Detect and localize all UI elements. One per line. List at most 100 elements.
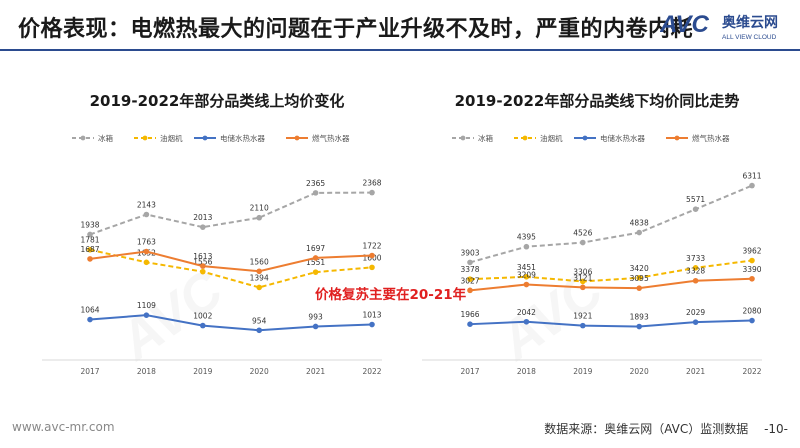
data-label: 4395: [517, 233, 536, 242]
data-point: [200, 263, 206, 269]
footer-source-text: 数据来源：奥维云网（AVC）监测数据: [544, 422, 749, 436]
data-label: 1893: [630, 313, 649, 322]
data-label: 3209: [517, 271, 536, 280]
legend-label: 冰箱: [98, 133, 113, 143]
data-point: [580, 239, 586, 246]
data-label: 1556: [193, 258, 212, 267]
data-label: 3420: [630, 264, 649, 273]
chart-title-offline: 2019-2022年部分品类线下均价同比走势: [454, 92, 740, 110]
data-point: [467, 321, 473, 327]
chart-title-online: 2019-2022年部分品类线上均价变化: [89, 92, 345, 110]
data-point: [636, 229, 642, 236]
data-label: 1109: [137, 301, 156, 310]
data-label: 2029: [686, 308, 705, 317]
data-label: 2368: [362, 179, 381, 188]
header-divider: [0, 49, 800, 51]
legend-marker: [674, 135, 680, 141]
data-label: 1613: [193, 252, 212, 261]
data-label: 3027: [460, 276, 479, 285]
data-point: [580, 322, 586, 329]
data-point: [87, 316, 93, 323]
data-label: 2110: [250, 204, 269, 213]
data-label: 3121: [573, 273, 592, 282]
data-label: 3451: [517, 263, 536, 272]
data-point: [749, 182, 755, 189]
x-tick-label: 2019: [193, 367, 212, 376]
legend-label: 电储水热水器: [220, 133, 265, 143]
data-point: [87, 231, 93, 238]
data-label: 3903: [460, 248, 479, 257]
legend-marker: [460, 135, 466, 141]
legend-marker: [582, 135, 588, 141]
data-label: 1064: [80, 306, 99, 315]
data-point: [87, 246, 93, 253]
data-label: 2143: [137, 200, 156, 209]
logo-cn: 奥维云网: [722, 14, 778, 31]
data-label: 993: [308, 312, 323, 321]
footer-page-number: -10-: [764, 422, 788, 436]
watermark-logo: AVC: [487, 259, 614, 373]
data-label: 954: [252, 316, 267, 325]
data-label: 1013: [362, 311, 381, 320]
data-point: [523, 243, 530, 250]
line-chart-offline: AVC 2017 2018 2019 2020 2021 2022 冰箱 油烟机 电储水热水器 燃气…: [422, 133, 762, 376]
data-point: [369, 264, 375, 271]
data-point: [143, 312, 150, 318]
data-point: [692, 277, 699, 284]
x-tick-label: 2020: [250, 367, 269, 376]
logo-sub: ALL VIEW CLOUD: [722, 34, 777, 41]
data-point: [580, 278, 586, 285]
legend-marker: [80, 135, 86, 141]
x-tick-label: 2018: [517, 367, 536, 376]
data-point: [200, 322, 206, 329]
data-label: 3306: [573, 267, 592, 276]
legend-label: 油烟机: [160, 133, 183, 143]
x-tick-label: 2018: [137, 367, 156, 376]
series-line: [469, 184, 753, 264]
x-tick-label: 2022: [362, 367, 381, 376]
data-point: [143, 248, 150, 255]
data-point: [200, 224, 206, 230]
data-point: [523, 281, 530, 288]
data-point: [749, 317, 755, 324]
data-label: 1551: [306, 258, 325, 267]
legend-label: 燃气热水器: [692, 133, 730, 143]
data-point: [692, 265, 699, 271]
data-point: [312, 190, 319, 196]
data-point: [256, 284, 262, 291]
data-point: [369, 189, 375, 196]
data-point: [523, 274, 530, 280]
data-point: [692, 206, 699, 213]
data-label: 1697: [306, 244, 325, 253]
data-label: 1921: [573, 312, 592, 321]
data-label: 1560: [250, 257, 269, 266]
x-tick-label: 2020: [630, 367, 649, 376]
data-label: 3328: [686, 267, 705, 276]
page-title: 价格表现：电燃热最大的问题在于产业升级不及时，严重的内卷内耗: [18, 17, 694, 42]
data-point: [312, 255, 319, 261]
legend-label: 油烟机: [540, 133, 563, 143]
series-line: [89, 250, 373, 273]
legend-marker: [522, 135, 528, 141]
legend-marker: [142, 135, 148, 141]
footer-source: 数据来源：奥维云网（AVC）监测数据 -10-: [0, 420, 788, 437]
data-point: [467, 276, 473, 282]
legend-label: 电储水热水器: [600, 133, 645, 143]
data-point: [312, 323, 319, 330]
footer-url: www.avc-mr.com: [12, 420, 115, 434]
chart-annotation: 价格复苏主要在20-21年: [315, 287, 467, 303]
data-point: [467, 287, 473, 294]
data-label: 1002: [193, 312, 212, 321]
series-line: [469, 319, 753, 328]
data-point: [749, 275, 755, 282]
data-point: [256, 214, 262, 221]
x-tick-label: 2021: [306, 367, 325, 376]
series-line: [469, 259, 753, 283]
data-point: [636, 285, 642, 291]
data-label: 3095: [630, 274, 649, 283]
logo-text: AVC: [660, 11, 710, 38]
data-label: 1938: [80, 220, 99, 229]
data-label: 2013: [193, 213, 212, 222]
series-line: [89, 191, 373, 236]
data-point: [369, 252, 375, 259]
